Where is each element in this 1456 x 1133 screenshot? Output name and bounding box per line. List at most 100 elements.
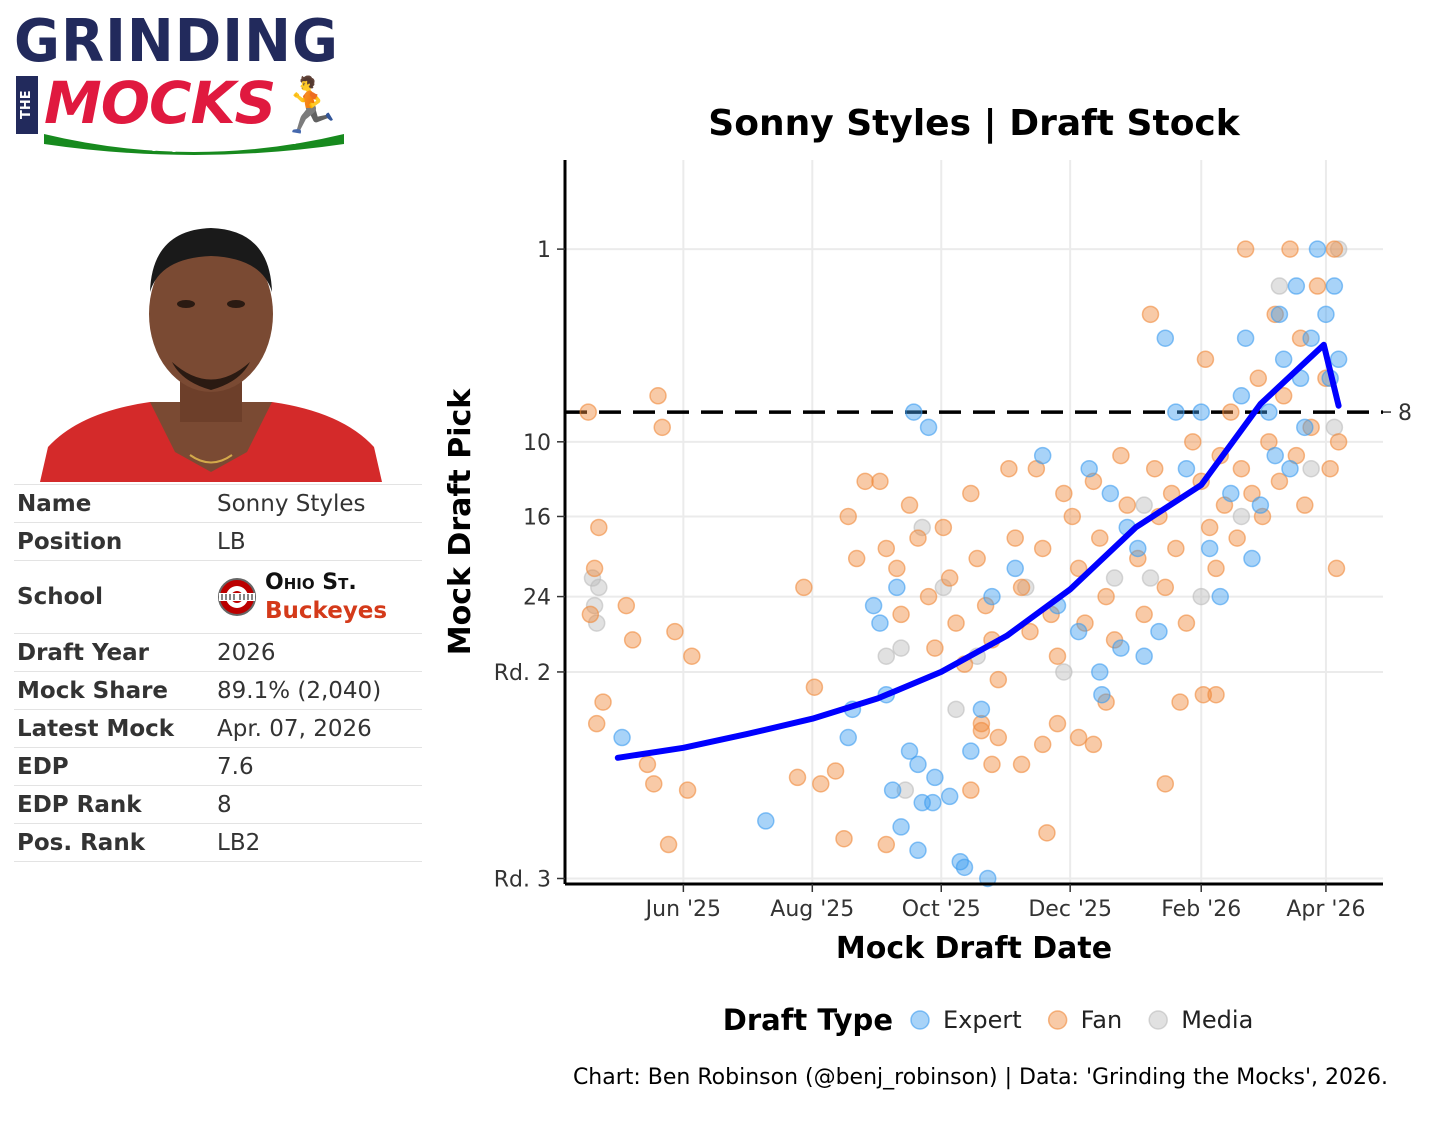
data-point-expert bbox=[757, 812, 775, 830]
info-label: EDP Rank bbox=[17, 791, 142, 818]
data-point-media bbox=[1135, 496, 1153, 514]
data-point-expert bbox=[871, 614, 889, 632]
data-point-expert bbox=[909, 755, 927, 774]
data-point-expert bbox=[1150, 622, 1168, 641]
info-row-edp-rank: EDP Rank 8 bbox=[14, 785, 422, 823]
data-point-fan bbox=[1171, 693, 1189, 711]
data-point-media bbox=[1329, 240, 1348, 258]
info-label: Name bbox=[17, 490, 92, 517]
data-point-media bbox=[1325, 418, 1344, 437]
info-row-pos-rank: Pos. Rank LB2 bbox=[14, 823, 422, 862]
data-point-fan bbox=[1038, 824, 1056, 842]
legend-key-fan bbox=[1047, 1010, 1068, 1030]
data-point-expert bbox=[1251, 496, 1270, 514]
data-point-fan bbox=[1207, 559, 1225, 578]
x-tick-label: Apr '26 bbox=[1286, 897, 1365, 922]
school-name: Ohio St. bbox=[265, 570, 357, 595]
data-point-expert bbox=[1112, 639, 1130, 657]
data-point-fan bbox=[653, 418, 671, 437]
data-point-fan bbox=[1091, 529, 1109, 547]
data-point-fan bbox=[940, 569, 959, 587]
data-point-fan bbox=[1084, 735, 1103, 754]
data-point-expert bbox=[1192, 403, 1210, 421]
data-point-fan bbox=[1097, 587, 1115, 606]
data-point-media bbox=[1105, 569, 1124, 587]
data-point-expert bbox=[1232, 387, 1251, 405]
data-point-fan bbox=[1135, 605, 1153, 624]
data-point-expert bbox=[1329, 350, 1348, 369]
data-point-fan bbox=[962, 781, 980, 799]
data-point-fan bbox=[638, 755, 657, 774]
x-tick-label: Oct '25 bbox=[902, 897, 981, 922]
data-point-fan bbox=[1063, 507, 1082, 526]
data-point-fan bbox=[972, 721, 991, 740]
info-label: School bbox=[17, 584, 104, 610]
data-point-fan bbox=[666, 622, 684, 641]
data-point-media bbox=[1232, 507, 1251, 526]
data-point-fan bbox=[972, 714, 991, 733]
data-point-fan bbox=[1243, 484, 1261, 503]
ohio-state-logo bbox=[218, 578, 256, 616]
info-label: Mock Share bbox=[17, 677, 169, 704]
data-point-media bbox=[934, 578, 953, 597]
data-point-media bbox=[1302, 459, 1320, 478]
data-point-expert bbox=[864, 596, 883, 615]
y-tick-label: Rd. 3 bbox=[494, 867, 551, 892]
data-point-fan bbox=[585, 559, 604, 578]
chart-caption: Chart: Ben Robinson (@benj_robinson) | D… bbox=[573, 1065, 1388, 1090]
data-point-expert bbox=[1033, 446, 1052, 465]
data-point-fan bbox=[1200, 518, 1219, 537]
data-point-fan bbox=[871, 472, 889, 491]
data-point-fan bbox=[1281, 240, 1299, 258]
data-point-expert bbox=[1200, 539, 1219, 558]
info-row-latest-mock: Latest Mock Apr. 07, 2026 bbox=[14, 709, 422, 747]
data-point-fan bbox=[856, 472, 874, 491]
info-row-edp: EDP 7.6 bbox=[14, 747, 422, 785]
data-point-expert bbox=[1101, 484, 1120, 503]
data-point-fan bbox=[1321, 459, 1339, 478]
data-point-fan bbox=[1308, 277, 1327, 295]
data-point-expert bbox=[909, 841, 927, 860]
data-point-fan bbox=[1167, 539, 1185, 558]
data-point-fan bbox=[1069, 559, 1088, 578]
data-point-fan bbox=[962, 484, 980, 503]
logo-grinding-text: GRINDING bbox=[14, 7, 339, 76]
data-point-expert bbox=[1129, 539, 1147, 558]
legend-key-media bbox=[1148, 1010, 1168, 1030]
info-value: 89.1% (2,040) bbox=[217, 677, 382, 704]
data-point-expert bbox=[1260, 403, 1278, 421]
info-label: EDP bbox=[17, 753, 69, 780]
data-point-expert bbox=[1296, 418, 1314, 437]
info-value: Sonny Styles bbox=[217, 490, 366, 517]
info-value: LB2 bbox=[217, 829, 261, 856]
data-point-expert bbox=[1325, 277, 1344, 295]
data-points bbox=[579, 240, 1348, 888]
data-point-expert bbox=[1270, 305, 1289, 324]
info-row-draft-year: Draft Year 2026 bbox=[14, 633, 422, 671]
chart-axes: 1 10 16 24 Rd. 2 Rd. 3 Jun '25 Aug '25 Oct '25 De… bbox=[494, 160, 1383, 922]
data-point-fan bbox=[1228, 529, 1246, 547]
data-point-expert bbox=[1080, 459, 1098, 478]
data-point-expert bbox=[1236, 329, 1255, 347]
data-point-media bbox=[587, 614, 606, 632]
data-point-fan bbox=[1012, 755, 1031, 774]
y-tick-label: 24 bbox=[523, 586, 551, 611]
data-point-fan bbox=[1118, 496, 1136, 514]
data-point-expert bbox=[892, 818, 910, 836]
data-point-fan bbox=[1327, 559, 1346, 578]
data-point-expert bbox=[972, 700, 991, 719]
data-point-fan bbox=[683, 647, 701, 665]
data-point-fan bbox=[678, 781, 697, 799]
legend-title: Draft Type bbox=[723, 1003, 893, 1037]
data-point-expert bbox=[1211, 587, 1229, 606]
data-point-fan bbox=[1184, 433, 1202, 451]
data-point-fan bbox=[659, 835, 678, 854]
data-point-fan bbox=[1236, 240, 1255, 258]
data-point-expert bbox=[1287, 277, 1306, 295]
data-point-expert bbox=[955, 858, 974, 877]
data-point-media bbox=[947, 700, 965, 719]
data-point-fan bbox=[1006, 529, 1024, 547]
reference-line-group: 8 bbox=[565, 401, 1412, 426]
data-point-expert bbox=[1091, 663, 1109, 681]
data-point-fan bbox=[649, 387, 667, 405]
